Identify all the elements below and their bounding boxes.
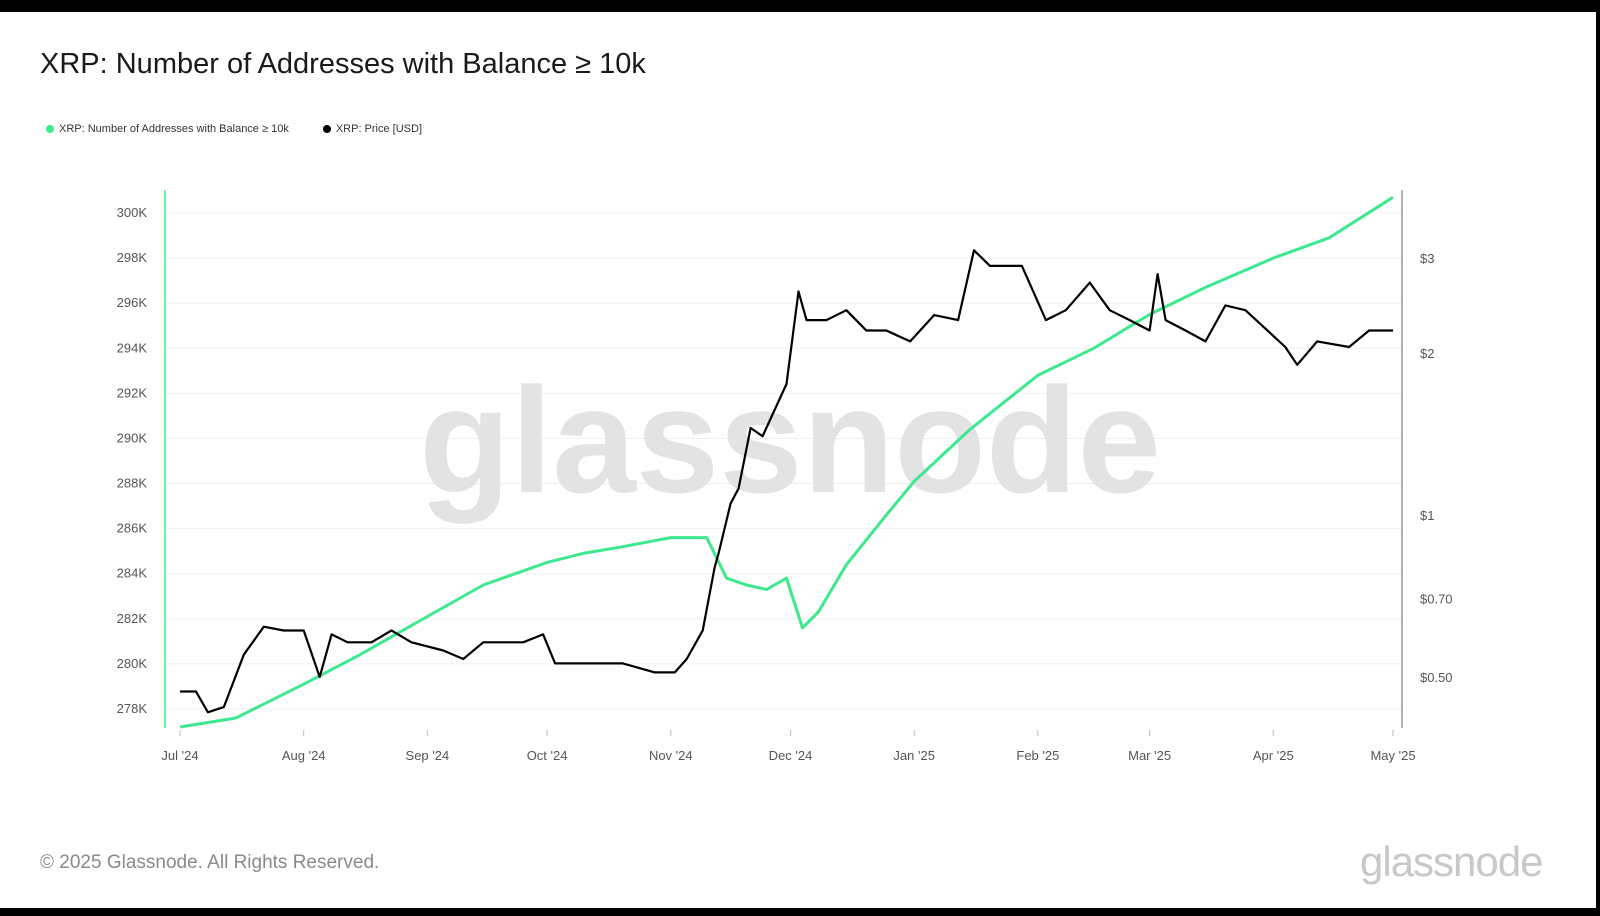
chart-panel — [0, 12, 1596, 908]
y-right-tick-label: $0.70 — [1420, 591, 1453, 606]
grid-lines — [165, 212, 1402, 710]
chart-title: XRP: Number of Addresses with Balance ≥ … — [40, 48, 646, 80]
y-right-tick-label: $1 — [1420, 508, 1434, 523]
legend-item-addresses[interactable]: XRP: Number of Addresses with Balance ≥ … — [46, 123, 289, 135]
price-series-line — [180, 249, 1393, 714]
y-left-tick-label: 288K — [117, 476, 148, 491]
x-tick-label: Mar '25 — [1128, 748, 1171, 763]
legend-dot-icon — [322, 125, 331, 133]
legend-label: XRP: Price [USD] — [335, 123, 423, 135]
legend-item-price[interactable]: XRP: Price [USD] — [322, 123, 423, 135]
y-left-tick-label: 286K — [117, 521, 148, 536]
x-tick-label: Nov '24 — [649, 748, 693, 763]
y-left-tick-label: 298K — [117, 250, 148, 265]
x-tick-label: Jan '25 — [893, 748, 935, 763]
x-tick-label: Aug '24 — [282, 748, 326, 763]
legend: XRP: Number of Addresses with Balance ≥ … — [46, 123, 422, 135]
y-left-tick-label: 280K — [117, 656, 148, 671]
x-tick-label: May '25 — [1370, 748, 1415, 763]
x-tick-label: Sep '24 — [406, 748, 450, 763]
y-right-tick-label: $2 — [1420, 346, 1434, 361]
copyright-text: © 2025 Glassnode. All Rights Reserved. — [40, 852, 380, 873]
x-tick-label: Jul '24 — [161, 748, 198, 763]
y-left-tick-label: 282K — [117, 611, 148, 626]
y-left-tick-label: 294K — [117, 340, 148, 355]
y-right-tick-label: $0.50 — [1420, 670, 1453, 685]
watermark: glassnode — [419, 356, 1161, 524]
y-left-tick-label: 296K — [117, 295, 148, 310]
y-left-tick-label: 292K — [117, 385, 148, 400]
y-left-tick-label: 284K — [117, 566, 148, 581]
x-tick-label: Feb '25 — [1016, 748, 1059, 763]
y-left-tick-label: 290K — [117, 430, 148, 445]
x-tick-label: Dec '24 — [769, 748, 813, 763]
y-left-tick-label: 300K — [117, 205, 148, 220]
tick-labels: 278K 280K 282K 284K 286K 288K 290K 292K 294K 296K… — [117, 205, 1453, 763]
y-right-tick-label: $3 — [1420, 251, 1434, 266]
addresses-series-line — [179, 196, 1394, 729]
legend-dot-icon — [46, 125, 54, 133]
legend-label: XRP: Number of Addresses with Balance ≥ … — [59, 123, 289, 135]
x-tick-label: Oct '24 — [527, 748, 568, 763]
brand-logo: glassnode — [1360, 838, 1543, 885]
axes — [164, 190, 1403, 736]
series-lines — [179, 196, 1394, 729]
y-left-tick-label: 278K — [117, 701, 148, 716]
x-tick-label: Apr '25 — [1253, 748, 1294, 763]
